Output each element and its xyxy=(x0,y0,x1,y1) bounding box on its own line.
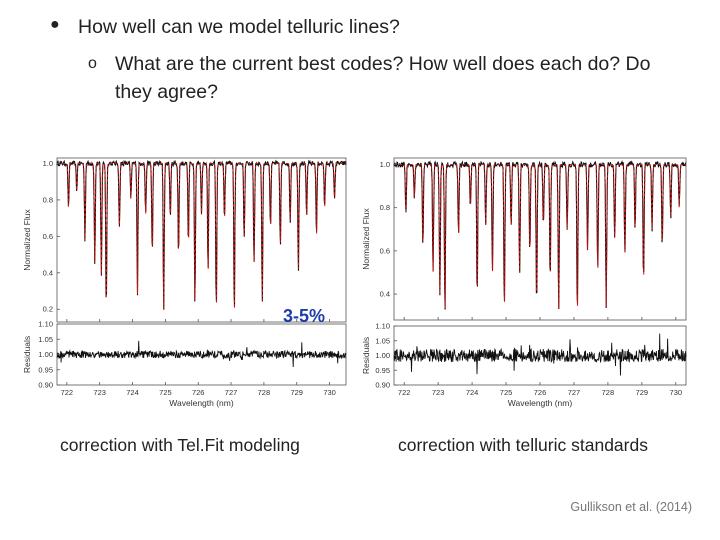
fig1-residual-ytick-label-3: 1.05 xyxy=(38,335,53,344)
fig2-xtick-label-4: 726 xyxy=(534,388,547,397)
fig2-residual-ytick-label-1: 0.95 xyxy=(375,366,390,375)
fig1-residual-line xyxy=(56,340,347,368)
fig2-residual-ytick-label-2: 1.00 xyxy=(375,351,390,360)
fig1-residual-ytick-label-4: 1.10 xyxy=(38,320,53,329)
fig2-xtick-label-2: 724 xyxy=(466,388,479,397)
bullet-dot-icon: ● xyxy=(50,16,60,33)
caption-left: correction with Tel.Fit modeling xyxy=(60,435,300,455)
fig2-residual-ylabel: Residuals xyxy=(361,337,371,374)
fig1-residual-ytick-label-0: 0.90 xyxy=(38,381,53,390)
fig2-residual-ytick-label-3: 1.05 xyxy=(375,336,390,345)
bullet-text-1: How well can we model telluric lines? xyxy=(78,16,400,38)
fig1-xtick-label-6: 728 xyxy=(258,388,271,397)
fig2-residual-ytick-label-0: 0.90 xyxy=(375,381,390,390)
fig2-xtick-label-3: 725 xyxy=(500,388,513,397)
fig2-xlabel: Wavelength (nm) xyxy=(508,398,573,408)
fig1-ytick-label-3: 0.8 xyxy=(43,195,53,204)
fig2-ytick-label-3: 1.0 xyxy=(380,160,390,169)
fig1-xtick-label-2: 724 xyxy=(126,388,139,397)
fig1-xlabel: Wavelength (nm) xyxy=(169,398,234,408)
fig1-xtick-label-8: 730 xyxy=(323,388,336,397)
fig1-ytick-label-2: 0.6 xyxy=(43,232,53,241)
bullet-text-2: What are the current best codes? How wel… xyxy=(115,53,651,103)
fig1-xtick-label-0: 722 xyxy=(61,388,74,397)
left-spectrum-figure: 0.2 0.4 0.6 0.8 1.0 0.90 0.95 1.00 1.05 1.10 722 72… xyxy=(22,157,347,408)
fig1-residual-ytick-label-1: 0.95 xyxy=(38,365,53,374)
fig1-residual-ytick-label-2: 1.00 xyxy=(38,350,53,359)
fig1-ytick-label-0: 0.2 xyxy=(43,305,53,314)
bullet-circle-icon: o xyxy=(88,55,97,72)
fig1-residual-ylabel: Residuals xyxy=(22,336,32,373)
fig2-xtick-label-1: 723 xyxy=(432,388,445,397)
fig1-xtick-label-1: 723 xyxy=(93,388,106,397)
fig1-ytick-label-1: 0.4 xyxy=(43,268,53,277)
fig2-ytick-label-1: 0.6 xyxy=(380,246,390,255)
fig2-xtick-label-7: 729 xyxy=(636,388,649,397)
fig2-xtick-label-8: 730 xyxy=(670,388,683,397)
fig2-xtick-label-6: 728 xyxy=(602,388,615,397)
right-spectrum-figure: 0.4 0.6 0.8 1.0 0.90 0.95 1.00 1.05 1.10 722 723 72… xyxy=(361,157,687,408)
fig1-xtick-label-4: 726 xyxy=(192,388,205,397)
fig1-xtick-label-7: 729 xyxy=(290,388,303,397)
citation: Gullikson et al. (2014) xyxy=(570,500,692,514)
fig1-xtick-label-5: 727 xyxy=(225,388,238,397)
fig1-ylabel: Normalized Flux xyxy=(22,209,32,271)
fig2-xtick-label-5: 727 xyxy=(568,388,581,397)
fig1-xtick-label-3: 725 xyxy=(159,388,172,397)
fig1-model-spectrum-line xyxy=(57,163,346,311)
precision-annotation: 3-5% xyxy=(283,306,326,326)
fig2-residual-ytick-label-4: 1.10 xyxy=(375,322,390,331)
fig2-observed-spectrum-line xyxy=(393,160,687,310)
fig2-residual-line xyxy=(393,333,687,376)
caption-right: correction with telluric standards xyxy=(398,435,648,455)
fig2-ylabel: Normalized Flux xyxy=(361,208,371,270)
fig1-ytick-label-4: 1.0 xyxy=(43,159,53,168)
fig2-ytick-label-0: 0.4 xyxy=(380,290,390,299)
fig2-xtick-label-0: 722 xyxy=(398,388,411,397)
fig2-ytick-label-2: 0.8 xyxy=(380,203,390,212)
fig2-model-spectrum-line xyxy=(394,164,686,309)
fig2-main-panel xyxy=(393,157,687,321)
